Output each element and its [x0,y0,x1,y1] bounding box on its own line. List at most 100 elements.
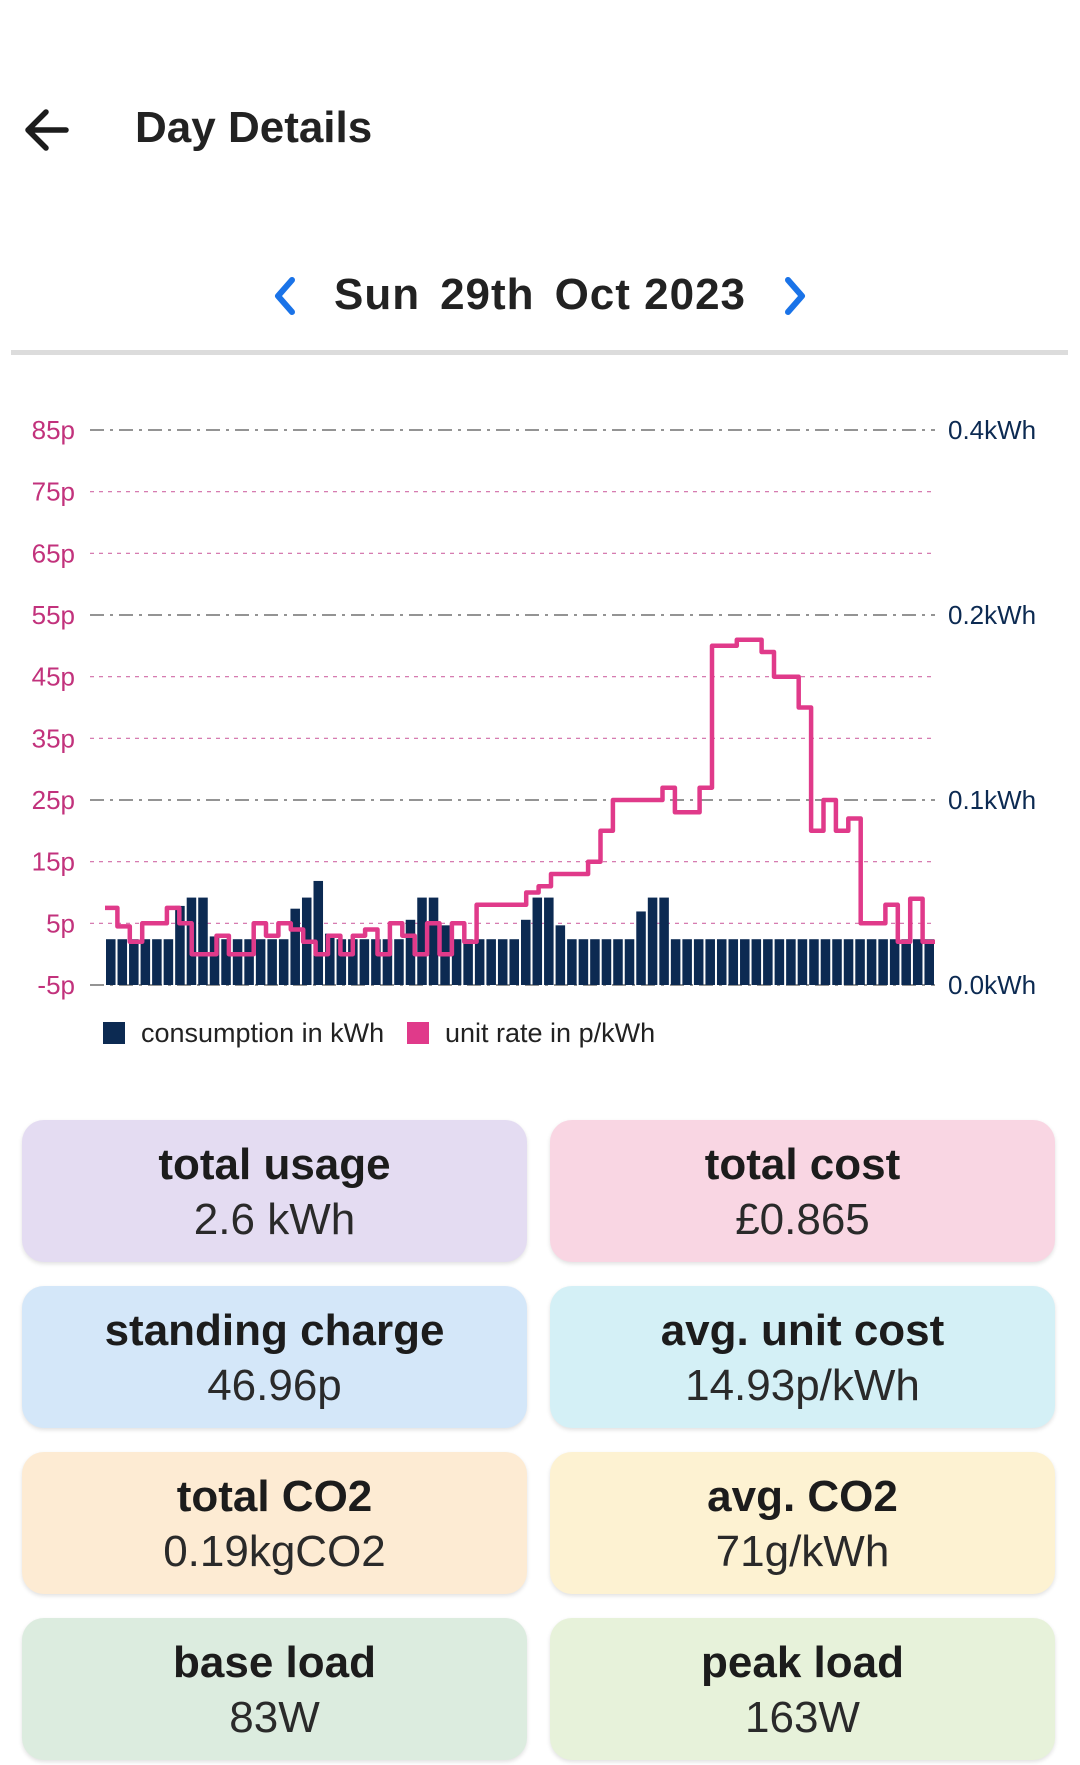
stat-value: 46.96p [207,1361,342,1410]
chevron-right-icon [785,277,805,315]
stat-value: 83W [229,1693,320,1742]
consumption-bar [325,933,335,985]
previous-day-button[interactable] [260,268,310,324]
consumption-bar [889,939,900,985]
legend-label-unit-rate: unit rate in p/kWh [445,1018,655,1048]
arrow-left-icon [25,109,69,151]
consumption-bar [129,939,139,985]
consumption-bar [786,939,796,985]
stat-value: 71g/kWh [715,1527,890,1576]
consumption-bar [590,939,600,985]
date-month-year: Oct 2023 [554,270,747,319]
consumption-bar [394,939,404,985]
consumption-bar [348,939,358,985]
consumption-bar [751,939,762,985]
consumption-bar [613,939,623,985]
consumption-bar [497,939,508,985]
consumption-bar [544,897,554,985]
stat-value: 14.93p/kWh [685,1361,920,1410]
consumption-bar [843,939,854,985]
legend-label-consumption: consumption in kWh [141,1018,384,1048]
left-tick-label: 55p [32,600,75,630]
consumption-bar [198,897,208,985]
consumption-bar [509,939,519,985]
date-weekday: Sun [333,270,421,319]
consumption-bar [209,936,220,985]
right-tick-label: 0.4kWh [948,415,1036,445]
left-tick-label: 85p [32,415,75,445]
consumption-bar [117,939,128,985]
stat-card-avg-unit-cost: avg. unit cost 14.93p/kWh [550,1286,1055,1428]
consumption-bar [855,939,865,985]
stat-label: total CO2 [176,1472,373,1521]
consumption-bar [521,919,531,985]
stat-value: 0.19kgCO2 [163,1527,386,1576]
stat-card-base-load: base load 83W [22,1618,527,1760]
consumption-bar [290,908,300,985]
consumption-bar [244,939,254,985]
consumption-bar [716,939,727,985]
consumption-bar [912,939,923,985]
stat-label: base load [173,1638,376,1687]
consumption-bar [705,939,715,985]
consumption-bar [313,880,324,985]
consumption-bar [924,939,934,985]
next-day-button[interactable] [770,268,820,324]
consumption-bar [901,939,911,985]
consumption-bar [163,939,174,985]
consumption-bar [175,905,185,985]
page-title: Day Details [135,103,373,152]
consumption-bar [278,939,289,985]
back-button[interactable] [16,100,76,160]
consumption-bar [359,939,370,985]
left-tick-label: 5p [46,908,75,938]
selected-date: Sun 29th Oct 2023 [0,265,1080,325]
consumption-bar [693,939,704,985]
stat-label: total usage [158,1140,391,1189]
consumption-bar [221,939,231,985]
usage-chart: 85p 75p 65p 55p 45p 35p 25p 15p 5p -5p 0.4kWh 0.2kW… [0,400,1080,1060]
usage-chart-svg: 85p 75p 65p 55p 45p 35p 25p 15p 5p -5p 0.4kWh 0.2kW… [32,415,1037,1048]
consumption-bar [232,939,243,985]
consumption-bar [336,939,347,985]
stat-value: 163W [745,1693,860,1742]
app-bar: Day Details [0,0,1080,260]
consumption-bar [670,939,681,985]
left-tick-label: 75p [32,477,75,507]
consumption-bar [774,939,785,985]
consumption-bar [659,897,669,985]
right-tick-label: 0.1kWh [948,785,1036,815]
legend-swatch-consumption [103,1022,125,1044]
consumption-bar [740,939,750,985]
stat-label: peak load [701,1638,904,1687]
consumption-bar [152,939,162,985]
consumption-bar [763,939,773,985]
consumption-bar [578,939,589,985]
consumption-bar [555,925,566,985]
left-tick-label: -5p [37,970,75,1000]
consumption-bar [255,939,266,985]
consumption-bar [636,911,646,985]
consumption-bar [486,939,496,985]
chevron-left-icon [275,277,295,315]
consumption-bar [140,939,151,985]
unit-rate-line [105,637,935,957]
consumption-bar [463,939,473,985]
stat-value: 2.6 kWh [193,1195,356,1244]
date-navigator: Sun 29th Oct 2023 [0,255,1080,335]
divider [11,350,1068,355]
stat-card-avg-co2: avg. CO2 71g/kWh [550,1452,1055,1594]
consumption-bar [601,939,612,985]
left-tick-label: 35p [32,723,75,753]
right-tick-label: 0.2kWh [948,600,1036,630]
consumption-bar [417,897,427,985]
left-tick-label: 25p [32,785,75,815]
consumption-bar [371,939,381,985]
consumption-bar [797,939,808,985]
consumption-bar [832,939,842,985]
consumption-bar [267,939,277,985]
consumption-bar [474,939,485,985]
consumption-bar [682,939,692,985]
legend-swatch-unit-rate [407,1022,429,1044]
consumption-bar [382,939,393,985]
